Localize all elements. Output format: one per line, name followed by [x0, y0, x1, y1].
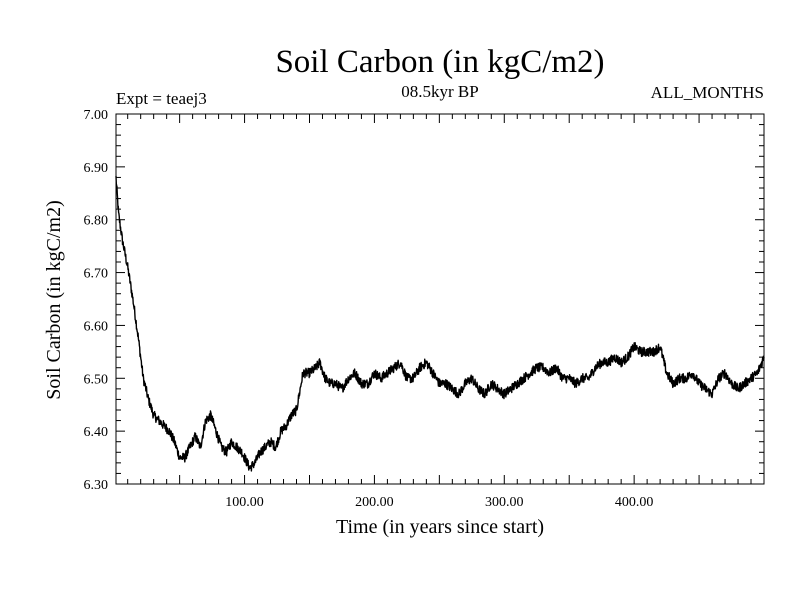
y-tick-label: 6.80	[84, 214, 109, 229]
y-tick-label: 6.90	[84, 161, 109, 176]
tick-labels: 100.00 200.00 300.00 400.00 6.30 6.40 6.50 6.60…	[84, 108, 654, 510]
x-tick-label: 200.00	[355, 495, 394, 510]
x-tick-label: 400.00	[615, 495, 654, 510]
x-tick-label: 300.00	[485, 495, 524, 510]
y-tick-label: 7.00	[84, 108, 109, 123]
y-tick-label: 6.70	[84, 267, 109, 282]
chart-title: Soil Carbon (in kgC/m2)	[275, 44, 604, 80]
y-tick-label: 6.50	[84, 372, 109, 387]
chart-subtitle: 08.5kyr BP	[401, 82, 478, 101]
y-tick-label: 6.30	[84, 478, 109, 493]
y-tick-label: 6.40	[84, 425, 109, 440]
y-tick-label: 6.60	[84, 319, 109, 334]
months-label: ALL_MONTHS	[651, 83, 764, 102]
x-axis-label: Time (in years since start)	[336, 516, 544, 538]
y-axis-label: Soil Carbon (in kgC/m2)	[43, 200, 65, 399]
series-group	[115, 175, 765, 472]
experiment-label: Expt = teaej3	[116, 89, 207, 108]
plot-frame	[115, 113, 765, 485]
series-line	[115, 175, 765, 472]
tick-marks	[116, 113, 764, 485]
x-tick-label: 100.00	[225, 495, 264, 510]
